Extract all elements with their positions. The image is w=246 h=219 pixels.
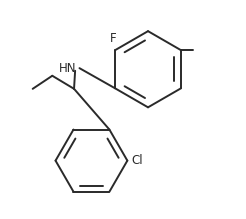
- Text: HN: HN: [59, 62, 76, 75]
- Text: F: F: [109, 32, 116, 45]
- Text: Cl: Cl: [132, 154, 143, 167]
